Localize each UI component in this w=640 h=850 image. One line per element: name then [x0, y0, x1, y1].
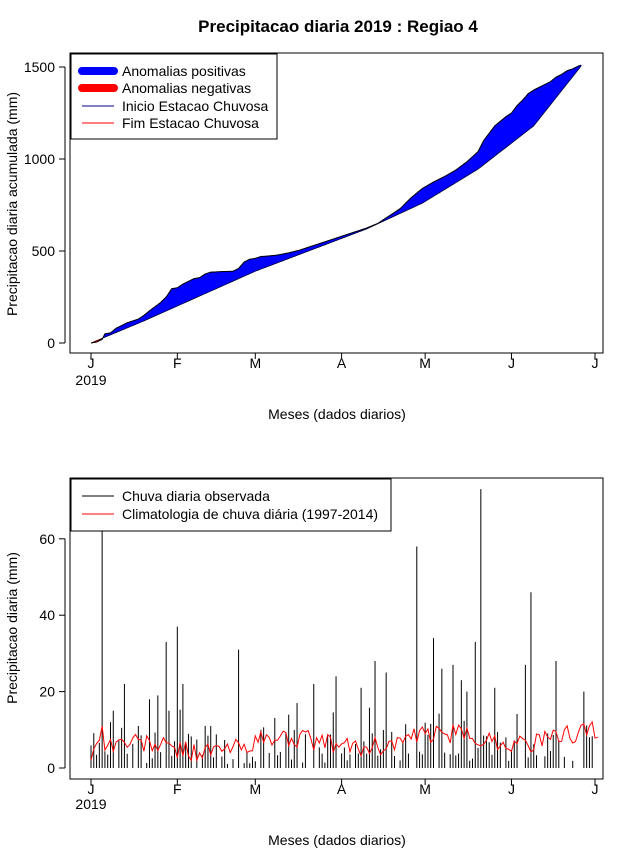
bottom-x-tick-label: F: [173, 781, 182, 797]
top-legend: Anomalias positivas Anomalias negativas …: [70, 53, 278, 140]
observed-cumulative-line: [90, 64, 582, 344]
bottom-x-tick-label: J: [508, 781, 515, 797]
top-x-tick-label: A: [337, 355, 347, 371]
top-legend-box: [70, 53, 278, 140]
bottom-y-tick-label: 60: [39, 531, 55, 547]
top-y-axis-title: Precipitacao diaria acumulada (mm): [4, 92, 20, 316]
bottom-y-axis-title: Precipitacao diaria (mm): [4, 552, 20, 704]
bottom-legend-box: [70, 478, 392, 532]
top-y-tick-label: 500: [32, 243, 56, 259]
bottom-x-tick-label: M: [419, 781, 431, 797]
top-x-tick-label: M: [419, 355, 431, 371]
bottom-y-axis: 0 20 40 60: [39, 531, 66, 776]
bottom-y-tick-label: 20: [39, 684, 55, 700]
bottom-x-tick-label: J: [592, 781, 599, 797]
climatology-cumulative-line: [90, 65, 582, 344]
chart-title: Precipitacao diaria 2019 : Regiao 4: [198, 17, 478, 36]
top-x-tick-label: M: [249, 355, 261, 371]
top-y-tick-label: 1500: [24, 59, 55, 75]
bottom-chart: 0 20 40 60 J F M A M J J 2019 Meses (dados diario…: [4, 477, 604, 848]
bottom-x-axis-title: Meses (dados diarios): [268, 832, 406, 848]
bottom-year-label: 2019: [75, 796, 106, 812]
legend-label-climatology: Climatologia de chuva diária (1997-2014): [122, 506, 378, 522]
top-y-axis: 0 500 1000 1500: [24, 59, 66, 351]
legend-label-fim: Fim Estacao Chuvosa: [122, 115, 259, 131]
daily-climatology-line: [90, 720, 598, 763]
top-x-tick-label: J: [88, 355, 95, 371]
top-y-tick-label: 1000: [24, 151, 55, 167]
top-x-tick-label: J: [592, 355, 599, 371]
top-x-tick-label: J: [508, 355, 515, 371]
bottom-y-tick-label: 40: [39, 607, 55, 623]
bottom-x-tick-label: J: [88, 781, 95, 797]
bottom-y-tick-label: 0: [47, 760, 55, 776]
legend-label-negative: Anomalias negativas: [122, 80, 251, 96]
bottom-legend: Chuva diaria observada Climatologia de c…: [70, 478, 392, 532]
top-chart: 0 500 1000 1500 J F M A M J J 2019 Meses (dados d…: [4, 52, 604, 422]
top-y-tick-label: 0: [47, 335, 55, 351]
top-year-label: 2019: [75, 372, 106, 388]
legend-label-positive: Anomalias positivas: [122, 63, 246, 79]
top-x-tick-label: F: [173, 355, 182, 371]
legend-label-inicio: Inicio Estacao Chuvosa: [122, 98, 269, 114]
bottom-x-tick-label: M: [249, 781, 261, 797]
top-x-axis-title: Meses (dados diarios): [268, 406, 406, 422]
bottom-x-tick-label: A: [337, 781, 347, 797]
legend-label-observed: Chuva diaria observada: [122, 488, 270, 504]
